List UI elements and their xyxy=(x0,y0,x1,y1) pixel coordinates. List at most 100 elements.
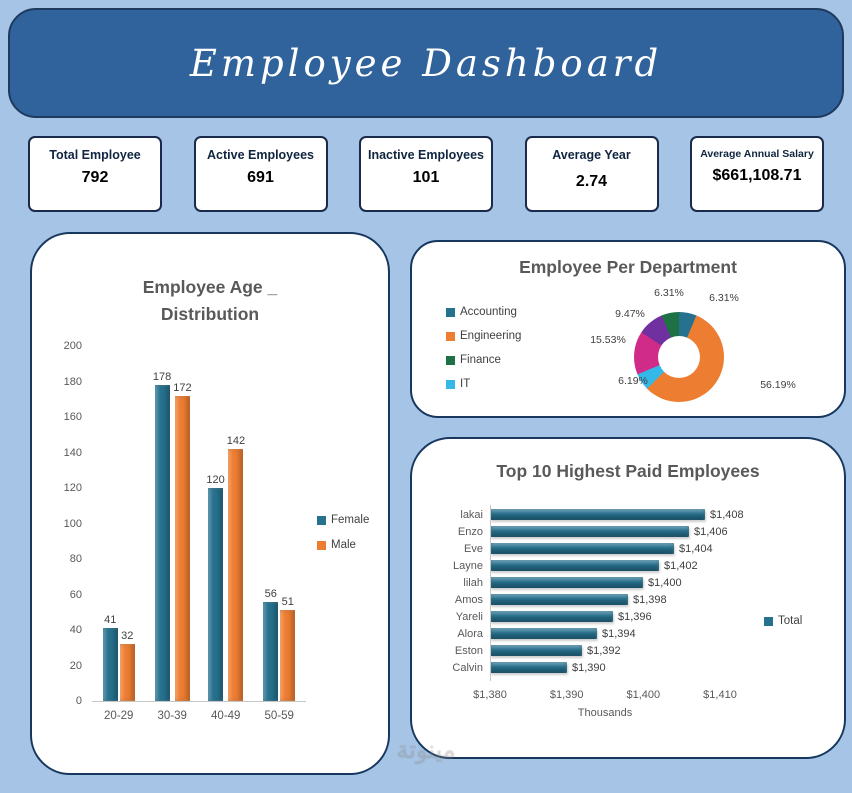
bar xyxy=(490,594,628,605)
bar xyxy=(263,602,279,701)
bar xyxy=(490,645,582,656)
x-axis-label: 40-49 xyxy=(211,710,241,722)
bar-value-label: $1,394 xyxy=(602,627,636,640)
legend-label: Accounting xyxy=(460,306,517,318)
x-tick-label: $1,410 xyxy=(703,689,737,701)
y-tick-label: 80 xyxy=(69,553,82,565)
bar-track: $1,408 xyxy=(490,509,744,521)
dept-chart-legend: Accounting Engineering Finance IT xyxy=(446,306,521,390)
bar-track: $1,396 xyxy=(490,610,720,623)
bar-value-label: $1,390 xyxy=(572,661,606,674)
bar xyxy=(280,610,296,701)
bar-value-label: 172 xyxy=(173,382,192,394)
kpi-card: Average Annual Salary $661,108.71 xyxy=(690,136,824,212)
bar-value-label: $1,398 xyxy=(633,593,667,606)
dept-chart-title: Employee Per Department xyxy=(519,257,737,277)
employee-name-label: lilah xyxy=(463,576,483,589)
employee-name-label: Eston xyxy=(454,644,483,657)
age-bar-male: 32 xyxy=(119,630,135,701)
employee-name-label: Alora xyxy=(457,627,483,640)
slice-percent-label: 9.47% xyxy=(615,308,645,320)
age-chart-title-line1: Employee Age _ xyxy=(142,277,278,297)
age-bar-male: 51 xyxy=(280,596,296,701)
legend-swatch xyxy=(446,355,455,365)
x-tick-label: $1,400 xyxy=(626,689,661,701)
kpi-value: 2.74 xyxy=(575,173,608,190)
age-y-axis: 0 20 40 60 80 100 120 140 160 180 200 xyxy=(32,234,90,773)
top10-rows: lakai $1,408 Enzo $1,406 Eve $1,404 Layne $1,40… xyxy=(432,508,744,674)
top10-row: Enzo $1,406 xyxy=(432,526,728,538)
x-tick-label: $1,390 xyxy=(549,689,584,701)
slice-percent-label: 56.19% xyxy=(760,379,796,391)
age-bar-female: 178 xyxy=(153,371,171,701)
kpi-value: 691 xyxy=(247,169,274,186)
y-tick-label: 140 xyxy=(63,446,82,459)
bar xyxy=(174,396,190,701)
bar-value-label: $1,396 xyxy=(618,610,652,623)
legend-item: Female xyxy=(317,514,369,526)
kpi-card: Total Employee 792 xyxy=(28,136,162,212)
employee-name-label: Layne xyxy=(453,559,483,572)
top10-axis-line xyxy=(490,505,491,681)
donut-chart xyxy=(634,312,724,402)
dashboard-title: Employee Dashboard xyxy=(189,41,663,85)
x-axis-label: 50-59 xyxy=(264,710,294,722)
dashboard-header: Employee Dashboard xyxy=(8,8,844,118)
x-axis-label: 20-29 xyxy=(104,710,134,722)
legend-swatch xyxy=(446,307,455,317)
employee-name-label: Eve xyxy=(464,542,483,555)
bar-value-label: 51 xyxy=(281,596,294,608)
bar xyxy=(119,644,135,701)
kpi-row: Total Employee 792 Active Employees 691 Inac… xyxy=(28,136,824,212)
y-tick-label: 100 xyxy=(63,517,82,530)
legend-item: Accounting xyxy=(446,306,521,318)
bar xyxy=(490,509,705,520)
kpi-card: Inactive Employees 101 xyxy=(359,136,493,212)
y-tick-label: 20 xyxy=(69,659,82,672)
age-chart-legend: Female Male xyxy=(317,514,369,551)
bar xyxy=(102,628,118,701)
employee-name-label: lakai xyxy=(460,508,483,521)
age-bar-group: 178 172 30-39 xyxy=(146,347,200,722)
kpi-label: Active Employees xyxy=(207,148,314,162)
age-bar-female: 41 xyxy=(102,614,118,701)
legend-label: Engineering xyxy=(460,330,522,342)
legend-swatch xyxy=(446,331,455,341)
bar xyxy=(490,662,567,673)
bar-value-label: 120 xyxy=(206,474,225,486)
age-plot: 41 32 20-29 178 172 30-39 120 142 40-49 56 51 50-59 xyxy=(92,347,307,722)
watermark: مينوتة xyxy=(396,737,456,764)
bar xyxy=(490,543,674,554)
age-chart-title-line2: Distribution xyxy=(160,304,260,324)
top10-axis-title: Thousands xyxy=(577,707,633,719)
legend-item: Engineering xyxy=(446,330,521,342)
legend-swatch xyxy=(764,616,773,626)
top10-row: Eve $1,404 xyxy=(432,542,720,555)
bar xyxy=(208,488,224,701)
bar xyxy=(490,560,659,571)
top10-row: Calvin $1,390 xyxy=(432,661,720,674)
legend-item: Male xyxy=(317,539,369,551)
age-chart-title: Employee Age _ Distribution xyxy=(32,274,388,328)
y-tick-label: 60 xyxy=(69,588,82,601)
kpi-card: Active Employees 691 xyxy=(193,136,328,212)
top10-row: Layne $1,402 xyxy=(432,559,720,572)
kpi-value: 792 xyxy=(81,169,109,186)
age-bar-group: 56 51 50-59 xyxy=(253,347,307,722)
bar xyxy=(490,611,613,622)
top10-row: lakai $1,408 xyxy=(432,508,744,521)
bar xyxy=(228,449,244,701)
legend-item: Total xyxy=(764,615,802,627)
age-bar-group: 41 32 20-29 xyxy=(92,347,146,722)
top10-panel: Top 10 Highest Paid Employees lakai $1,40… xyxy=(410,437,846,759)
employee-name-label: Calvin xyxy=(452,661,483,674)
age-bar-group: 120 142 40-49 xyxy=(199,347,253,722)
top10-row: lilah $1,400 xyxy=(432,576,720,589)
top10-x-axis: $1,380 $1,390 $1,400 $1,410 xyxy=(473,689,737,703)
donut-hole xyxy=(658,336,700,378)
y-tick-label: 160 xyxy=(63,411,82,423)
bar-value-label: $1,400 xyxy=(648,576,682,589)
bar-track: $1,400 xyxy=(490,576,720,589)
top10-legend: Total xyxy=(764,615,802,627)
